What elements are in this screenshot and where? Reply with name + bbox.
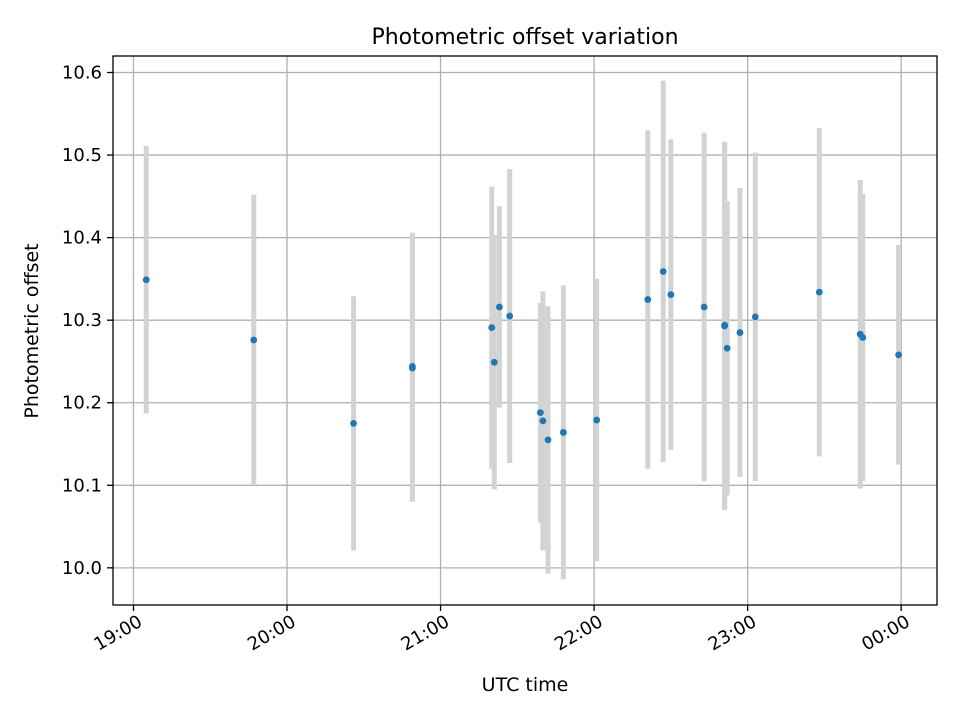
data-point — [559, 429, 567, 436]
data-point — [506, 312, 514, 320]
data-points — [142, 268, 903, 444]
data-point — [142, 276, 150, 284]
data-point — [895, 351, 903, 359]
y-tick-label: 10.2 — [62, 393, 102, 414]
plot-frame — [112, 55, 938, 606]
y-tick-label: 10.3 — [62, 310, 102, 331]
data-point — [700, 303, 708, 311]
grid-lines — [113, 56, 937, 605]
data-point — [859, 334, 867, 341]
data-point — [736, 329, 744, 336]
y-tick-label: 10.4 — [62, 228, 102, 249]
data-point — [544, 436, 552, 444]
x-axis-ticks: 19:00 20:00 21:00 22:00 23:00 00:00 — [91, 605, 914, 655]
y-axis-ticks: 10.0 10.1 10.2 10.3 10.4 10.5 10.6 — [62, 63, 113, 579]
data-point — [593, 416, 601, 424]
data-point — [667, 291, 675, 298]
data-point — [536, 409, 544, 417]
data-point — [721, 322, 729, 330]
data-point — [350, 419, 357, 427]
y-axis-label: Photometric offset — [21, 243, 43, 418]
y-tick-label: 10.1 — [62, 475, 102, 496]
data-point — [496, 303, 503, 311]
data-point — [250, 336, 258, 344]
y-tick-label: 10.0 — [62, 558, 102, 579]
data-point — [659, 268, 667, 275]
data-point — [539, 417, 547, 425]
data-point — [488, 324, 496, 332]
data-point — [723, 344, 731, 352]
x-axis-label: UTC time — [482, 674, 569, 696]
data-point — [751, 313, 759, 321]
y-tick-label: 10.6 — [62, 63, 102, 84]
data-point — [409, 364, 416, 372]
data-point — [644, 296, 652, 303]
data-point — [490, 358, 498, 366]
y-tick-label: 10.5 — [62, 145, 102, 166]
chart-title: Photometric offset variation — [371, 25, 678, 50]
data-point — [815, 288, 823, 296]
